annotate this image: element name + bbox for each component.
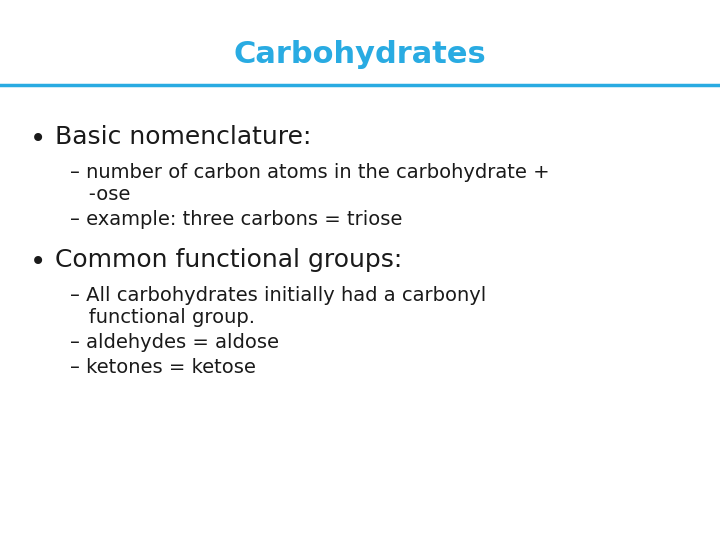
Text: •: • [30,125,46,153]
Text: Common functional groups:: Common functional groups: [55,248,402,272]
Text: – aldehydes = aldose: – aldehydes = aldose [70,333,279,352]
Text: – number of carbon atoms in the carbohydrate +: – number of carbon atoms in the carbohyd… [70,163,549,182]
Text: – All carbohydrates initially had a carbonyl: – All carbohydrates initially had a carb… [70,286,486,305]
Text: – example: three carbons = triose: – example: three carbons = triose [70,210,402,229]
Text: functional group.: functional group. [70,308,255,327]
Text: Basic nomenclature:: Basic nomenclature: [55,125,311,149]
Text: -ose: -ose [70,185,130,204]
Text: Carbohydrates: Carbohydrates [233,40,487,69]
Text: •: • [30,248,46,276]
Text: – ketones = ketose: – ketones = ketose [70,358,256,377]
